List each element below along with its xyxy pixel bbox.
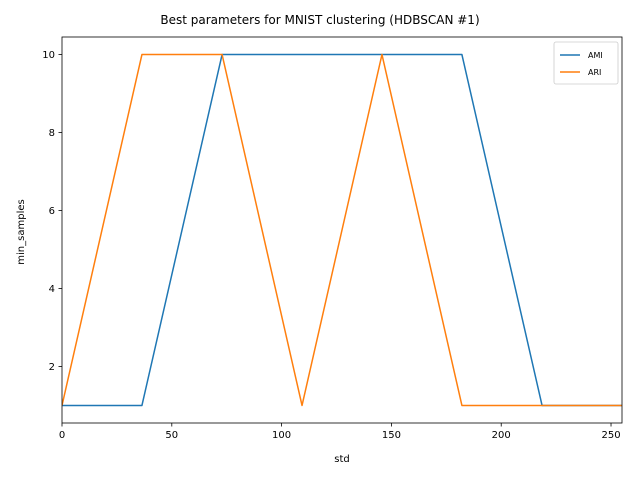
y-tick-label: 4 — [49, 284, 55, 295]
y-tick-label: 8 — [49, 128, 55, 139]
series-line-ari — [62, 53, 622, 407]
x-tick-label: 200 — [492, 430, 511, 441]
x-tick-label: 50 — [165, 430, 178, 441]
y-axis-label: min_samples — [16, 199, 27, 264]
legend-label-ami: AMI — [588, 51, 603, 60]
x-tick-label: 250 — [601, 430, 620, 441]
legend-box — [553, 41, 619, 85]
x-tick-label: 0 — [59, 430, 65, 441]
series-line-ami — [62, 53, 622, 407]
chart-title: Best parameters for MNIST clustering (HD… — [160, 13, 479, 27]
y-tick-label: 2 — [49, 362, 55, 373]
x-tick-label: 100 — [272, 430, 291, 441]
legend-label-ari: ARI — [588, 68, 601, 77]
y-tick-label: 10 — [42, 50, 55, 61]
y-tick-label: 6 — [49, 206, 55, 217]
x-axis-label: std — [334, 454, 349, 465]
x-tick-label: 150 — [382, 430, 401, 441]
plot-frame — [61, 36, 623, 424]
